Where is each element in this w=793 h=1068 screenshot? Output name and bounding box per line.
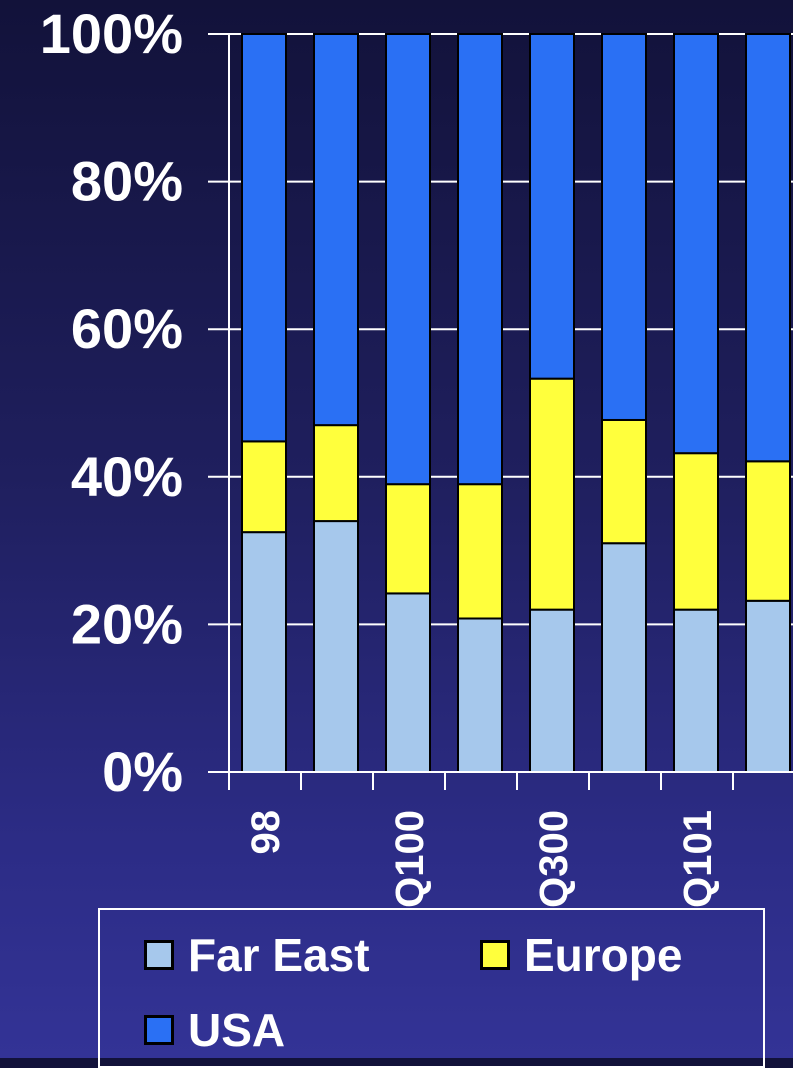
bar-segment-usa: [313, 33, 359, 427]
bar-segment-far-east: [385, 592, 431, 773]
x-tick-label: Q100: [388, 810, 432, 908]
x-tick-label: 98: [244, 810, 288, 855]
x-tick-label: Q300: [532, 810, 576, 908]
y-tick-label: 20%: [71, 592, 183, 655]
bar-segment-europe: [529, 377, 575, 611]
legend-swatch-usa: [144, 1015, 174, 1045]
bar-segment-usa: [385, 33, 431, 486]
bar-segment-europe: [745, 460, 791, 602]
legend-item-far-east: Far East: [144, 932, 370, 978]
bars: [241, 33, 791, 774]
bar-segment-europe: [385, 483, 431, 595]
y-tick-labels: 0% 20% 40% 60% 80% 100%: [40, 2, 183, 803]
y-tick-label: 100%: [40, 2, 183, 65]
bar-segment-far-east: [673, 608, 719, 774]
bar-segment-europe: [457, 483, 503, 620]
y-tick-label: 60%: [71, 297, 183, 360]
bar-segment-europe: [313, 424, 359, 523]
axes: [208, 33, 793, 790]
bar-segment-usa: [601, 33, 647, 421]
bar-segment-europe: [673, 452, 719, 611]
bar-segment-far-east: [529, 608, 575, 774]
y-tick-label: 40%: [71, 445, 183, 508]
legend-swatch-europe: [480, 940, 510, 970]
bar-segment-europe: [601, 418, 647, 545]
x-tick-labels: 98 Q100 Q300 Q101: [244, 810, 720, 908]
y-tick-label: 80%: [71, 150, 183, 213]
y-tick-label: 0%: [102, 740, 183, 803]
legend-item-usa: USA: [144, 1007, 285, 1053]
bar-segment-far-east: [313, 520, 359, 774]
bar-segment-far-east: [241, 531, 287, 774]
legend: Far East Europe USA: [98, 908, 765, 1068]
bar-segment-usa: [673, 33, 719, 455]
legend-label-europe: Europe: [524, 929, 683, 981]
legend-item-europe: Europe: [480, 932, 682, 978]
legend-swatch-far-east: [144, 940, 174, 970]
legend-label-usa: USA: [188, 1004, 286, 1056]
bar-segment-usa: [241, 33, 287, 443]
x-tick-label: Q101: [676, 810, 720, 908]
bar-segment-usa: [745, 33, 791, 463]
bar-segment-usa: [529, 33, 575, 380]
bar-segment-europe: [241, 440, 287, 534]
bar-segment-far-east: [457, 617, 503, 773]
bar-segment-far-east: [601, 542, 647, 773]
bar-segment-usa: [457, 33, 503, 486]
legend-label-far-east: Far East: [188, 929, 370, 981]
bar-segment-far-east: [745, 599, 791, 773]
